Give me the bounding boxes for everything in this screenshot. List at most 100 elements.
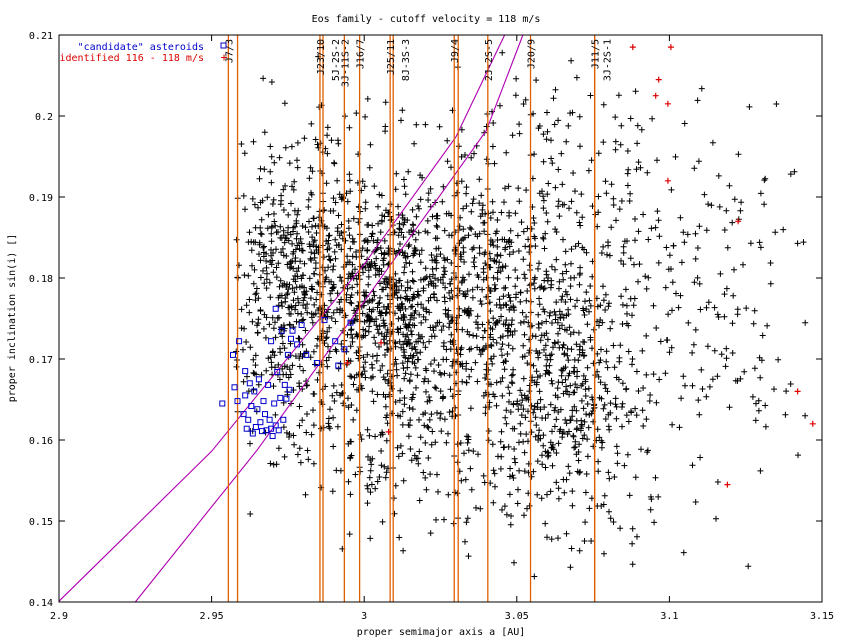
family-point [675,304,682,311]
family-point [562,416,569,423]
family-point [656,233,663,240]
family-point [731,266,737,273]
family-point [425,455,432,461]
family-point [613,217,619,224]
family-point [483,361,490,368]
family-point [729,219,736,226]
family-point [467,224,473,231]
family-point [564,431,571,438]
identified-point [652,92,659,99]
family-point [256,175,263,182]
family-point [263,285,270,292]
family-point [540,234,546,241]
y-tick-label: 0.18 [29,274,53,285]
family-point [270,461,277,468]
family-point [260,267,266,274]
family-point [411,452,418,459]
family-point [441,416,448,423]
candidate-point [260,398,267,405]
family-point [430,327,437,334]
family-point [400,317,407,324]
family-point [425,281,432,288]
family-point [304,382,311,389]
family-point [552,266,558,273]
family-point [498,346,505,353]
family-point [261,311,268,318]
family-point [350,416,357,423]
family-point [454,292,461,299]
family-point [558,296,565,303]
family-point [533,422,540,429]
family-point [415,288,421,295]
family-point [620,261,627,268]
family-point [552,184,559,191]
family-point [476,176,483,183]
family-point [594,350,601,357]
family-point [376,323,383,330]
family-point [346,177,353,184]
family-point [373,322,380,329]
family-point [364,222,371,228]
family-point [540,205,547,212]
family-point [417,276,424,283]
family-point [367,467,374,474]
family-point [346,531,353,538]
family-point [377,229,384,236]
family-point [376,299,383,306]
family-point [327,208,334,214]
family-point [536,388,543,395]
family-point [423,367,430,374]
family-point [751,307,758,314]
family-point [717,270,724,277]
resonance-label: 8J-3S-3 [401,39,412,81]
family-point [521,271,528,278]
family-point [561,326,568,333]
family-point [616,354,623,361]
family-point [580,338,586,345]
family-point [571,444,578,451]
candidate-point [249,430,256,437]
family-point [396,225,403,232]
family-point [368,481,375,488]
family-point [603,348,610,355]
family-point [426,338,433,345]
family-point [692,499,699,505]
family-point [563,420,570,427]
family-point [286,304,293,311]
y-axis-label: proper inclination sin(i) [] [7,234,18,403]
family-point [566,428,572,435]
family-point [577,143,583,150]
family-point [307,295,314,302]
family-point [567,417,574,423]
family-point [427,185,434,192]
family-point [640,423,647,429]
family-point [420,285,427,292]
family-point [487,355,494,362]
family-point [355,219,362,226]
family-point [264,194,271,201]
candidate-point [246,380,253,387]
family-point [404,279,411,286]
family-point [442,284,449,291]
family-point [443,346,450,353]
family-point [565,372,572,379]
family-point [396,397,403,404]
family-point [485,428,492,434]
family-point [507,465,514,472]
family-point [565,122,572,129]
family-point [567,296,574,303]
family-point [261,166,268,173]
family-point [399,421,406,428]
family-point [562,376,569,383]
identified-point [629,44,636,51]
family-point [532,274,538,281]
family-point [458,477,465,484]
family-point [653,325,660,331]
family-point [444,158,451,165]
family-point [308,120,315,127]
family-point [362,332,369,339]
family-point [508,372,515,379]
family-point [767,280,774,287]
family-point [650,302,657,309]
